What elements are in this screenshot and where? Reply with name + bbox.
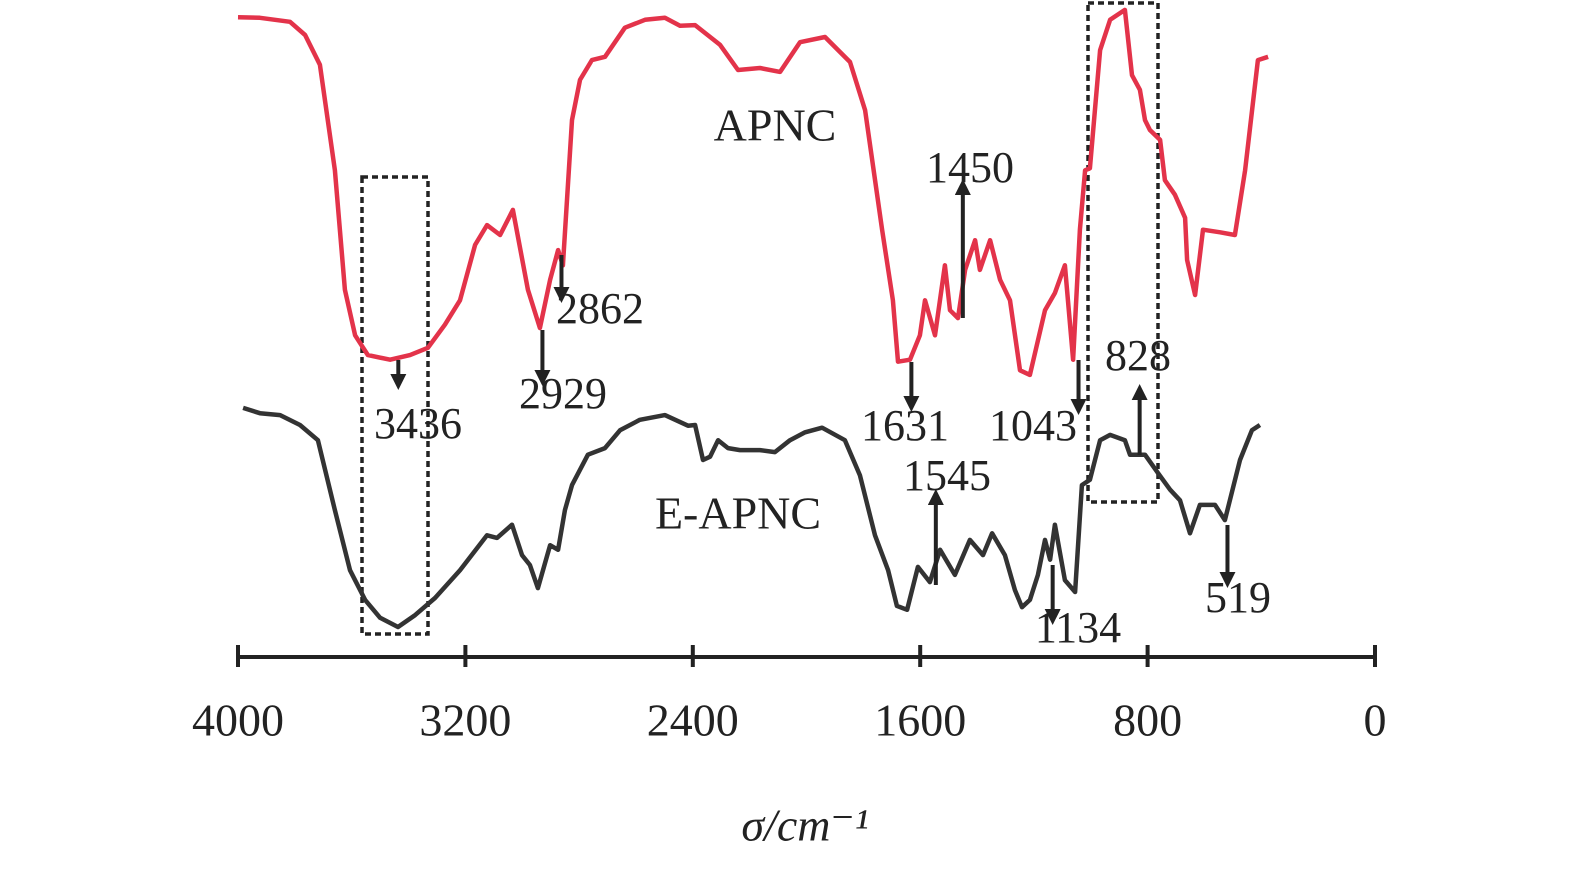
highlight-box — [1086, 1, 1160, 504]
peak-label: 1134 — [1035, 603, 1121, 652]
x-axis-title: σ/cm⁻¹ — [741, 800, 868, 851]
series-label: APNC — [714, 100, 837, 151]
peak-label: 3436 — [374, 399, 462, 448]
peak-label: 1043 — [989, 401, 1077, 450]
peak-label: 1450 — [926, 143, 1014, 192]
x-tick-label: 2400 — [647, 695, 739, 746]
peak-label: 828 — [1105, 331, 1171, 380]
x-tick-label: 3200 — [419, 695, 511, 746]
x-tick-label: 1600 — [874, 695, 966, 746]
x-tick-label: 4000 — [192, 695, 284, 746]
spectrum-line — [237, 7, 1269, 378]
peak-label: 2929 — [519, 369, 607, 418]
spectrum-line — [242, 405, 1262, 630]
x-tick-label: 0 — [1364, 695, 1387, 746]
peak-label: 1631 — [861, 401, 949, 450]
peak-label: 2862 — [556, 284, 644, 333]
series-label: E-APNC — [655, 488, 821, 539]
peak-label: 519 — [1205, 573, 1271, 622]
highlight-box — [360, 175, 430, 636]
x-tick-label: 800 — [1113, 695, 1182, 746]
peak-label: 1545 — [903, 451, 991, 500]
